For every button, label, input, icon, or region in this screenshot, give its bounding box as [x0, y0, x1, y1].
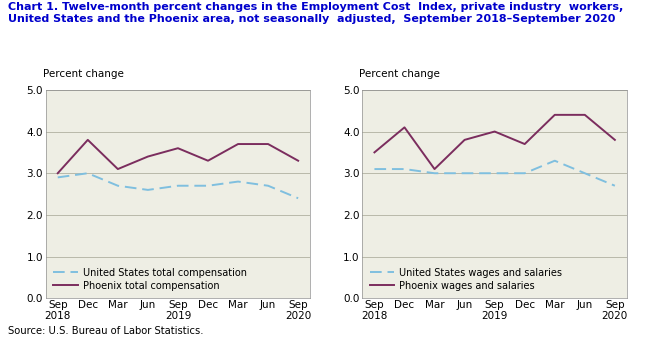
Phoenix total compensation: [114, 167, 121, 171]
Line: Phoenix total compensation: Phoenix total compensation: [57, 140, 298, 173]
United States wages and salaries: [551, 159, 559, 163]
Phoenix wages and salaries: [581, 113, 589, 117]
United States wages and salaries: [430, 171, 438, 175]
Phoenix wages and salaries: [460, 138, 468, 142]
United States total compensation: [204, 184, 212, 188]
United States total compensation: [264, 184, 272, 188]
United States wages and salaries: [400, 167, 408, 171]
Phoenix wages and salaries: [400, 125, 408, 129]
Line: United States total compensation: United States total compensation: [57, 173, 298, 198]
Phoenix wages and salaries: [370, 151, 378, 155]
United States total compensation: [114, 184, 121, 188]
Phoenix wages and salaries: [551, 113, 559, 117]
United States total compensation: [84, 171, 91, 175]
United States wages and salaries: [491, 171, 499, 175]
Phoenix wages and salaries: [491, 129, 499, 134]
Legend: United States total compensation, Phoenix total compensation: United States total compensation, Phoeni…: [50, 265, 249, 294]
Text: Percent change: Percent change: [42, 69, 123, 79]
Phoenix total compensation: [144, 155, 151, 159]
Phoenix total compensation: [174, 146, 182, 150]
United States total compensation: [144, 188, 151, 192]
Phoenix total compensation: [54, 171, 61, 175]
United States wages and salaries: [581, 171, 589, 175]
Line: Phoenix wages and salaries: Phoenix wages and salaries: [374, 115, 615, 169]
Phoenix total compensation: [84, 138, 91, 142]
Text: Source: U.S. Bureau of Labor Statistics.: Source: U.S. Bureau of Labor Statistics.: [8, 326, 203, 336]
Phoenix wages and salaries: [430, 167, 438, 171]
Phoenix wages and salaries: [611, 138, 619, 142]
United States total compensation: [54, 175, 61, 179]
United States wages and salaries: [370, 167, 378, 171]
United States wages and salaries: [460, 171, 468, 175]
United States total compensation: [234, 180, 242, 184]
United States total compensation: [174, 184, 182, 188]
United States wages and salaries: [521, 171, 529, 175]
Phoenix total compensation: [295, 159, 302, 163]
Phoenix wages and salaries: [521, 142, 529, 146]
Phoenix total compensation: [204, 159, 212, 163]
United States total compensation: [295, 196, 302, 200]
Line: United States wages and salaries: United States wages and salaries: [374, 161, 615, 186]
Phoenix total compensation: [234, 142, 242, 146]
Phoenix total compensation: [264, 142, 272, 146]
Legend: United States wages and salaries, Phoenix wages and salaries: United States wages and salaries, Phoeni…: [367, 265, 565, 294]
Text: Percent change: Percent change: [359, 69, 440, 79]
Text: Chart 1. Twelve-month percent changes in the Employment Cost  Index, private ind: Chart 1. Twelve-month percent changes in…: [8, 2, 623, 24]
United States wages and salaries: [611, 184, 619, 188]
